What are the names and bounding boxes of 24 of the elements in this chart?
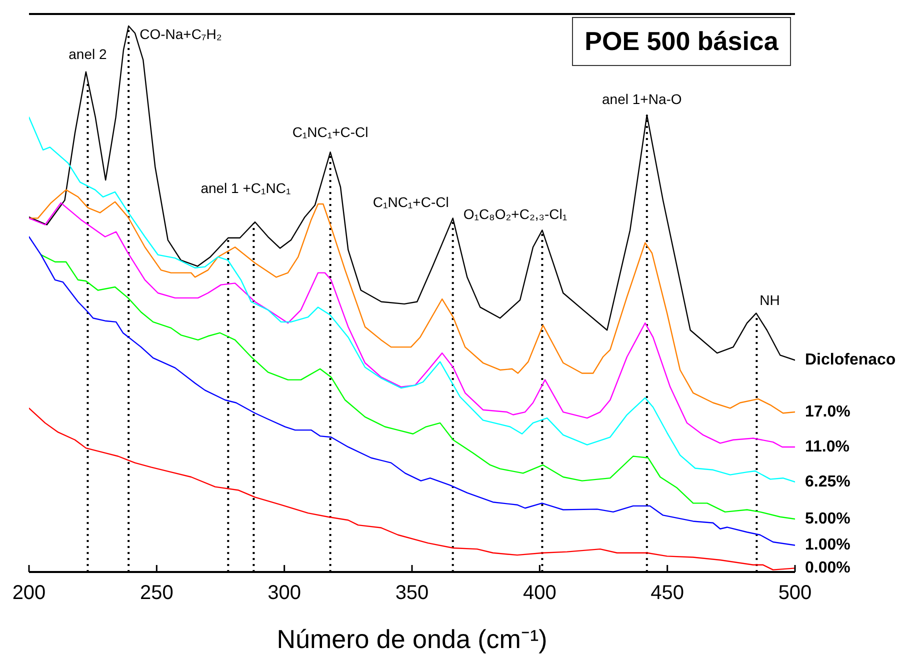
- x-tick-label: 350: [395, 582, 429, 604]
- series-label: 1.00%: [805, 536, 850, 554]
- x-tick-label: 200: [12, 582, 46, 604]
- series-label: 11.0%: [805, 438, 850, 456]
- x-axis-title: Número de onda (cm⁻¹): [276, 623, 548, 656]
- annotation: C₁NC₁+C-Cl: [372, 194, 449, 210]
- x-tick-label: 450: [650, 582, 684, 604]
- annotation: NH: [760, 292, 780, 308]
- x-tick-label: 300: [268, 582, 302, 604]
- x-tick-label: 250: [140, 582, 174, 604]
- series-label: 5.00%: [805, 510, 850, 528]
- annotation: C₁NC₁+C-Cl: [292, 124, 368, 140]
- series-label: 0.00%: [805, 560, 850, 577]
- x-tick-label: 500: [778, 582, 812, 604]
- chart-title: POE 500 básica: [572, 17, 791, 66]
- series-label: 17.0%: [805, 404, 850, 421]
- series-label: 6.25%: [805, 473, 850, 490]
- annotation: anel 1+Na-O: [602, 91, 682, 108]
- series-label: Diclofenaco: [805, 352, 896, 369]
- annotation: anel 2: [68, 46, 108, 62]
- x-tick-label: 400: [522, 582, 556, 604]
- annotation: O₁C₈O₂+C₂,₃-Cl₁: [463, 206, 568, 222]
- annotation: anel 1 +C₁NC₁: [200, 180, 291, 196]
- annotation: CO-Na+C₇H₂: [140, 26, 222, 42]
